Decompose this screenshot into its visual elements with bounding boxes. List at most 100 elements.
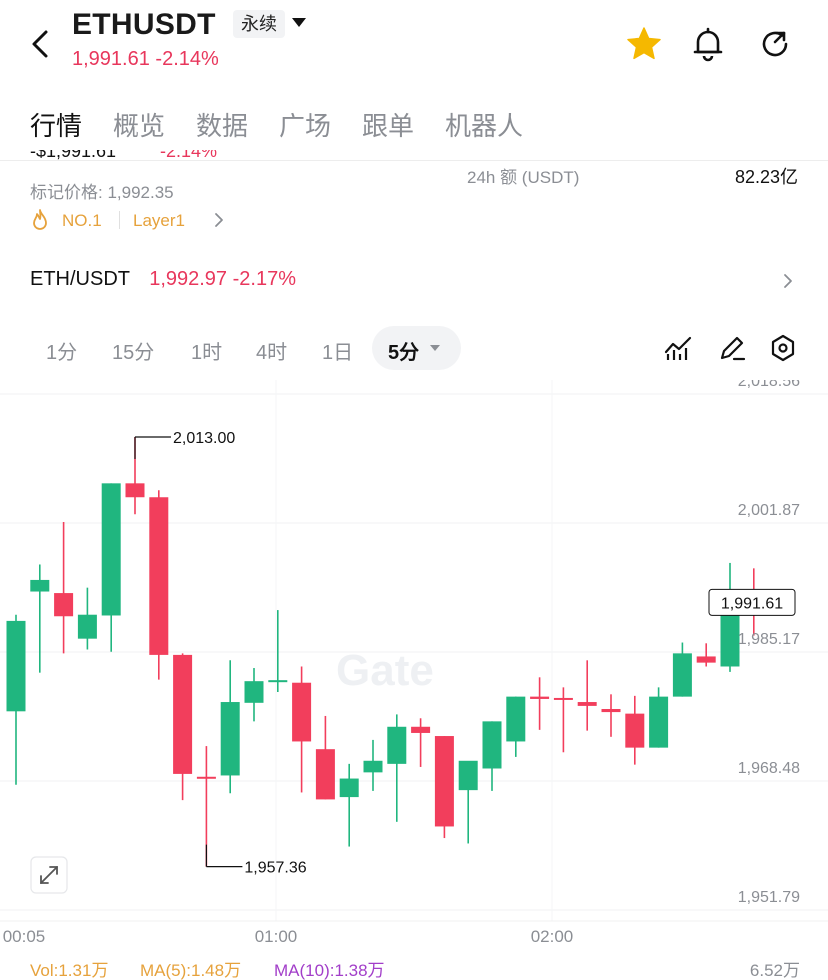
x-tick-label: 01:00 <box>255 927 298 946</box>
interval-15m[interactable]: 15分 <box>112 342 155 364</box>
candle <box>672 642 692 697</box>
candle-body <box>506 696 526 742</box>
y-tick-label: 1,985.17 <box>738 631 800 648</box>
tab-bots[interactable]: 机器人 <box>445 111 524 141</box>
low-annotation: 1,957.36 <box>205 844 307 877</box>
candle-body <box>625 713 645 748</box>
candle <box>411 718 431 767</box>
current-price-label: 1,991.61 <box>721 595 783 612</box>
candle-series <box>6 436 764 867</box>
candle <box>244 668 264 722</box>
tabs-divider <box>0 160 828 161</box>
y-tick-label: 1,951.79 <box>738 889 800 906</box>
draw-pen-icon[interactable] <box>716 332 748 364</box>
share-icon[interactable] <box>756 24 796 64</box>
volume-24h-value: 82.23亿 <box>734 167 798 187</box>
settings-hex-icon[interactable] <box>767 332 799 364</box>
scrolled-price-row: -$1,991.61 -2.14% <box>30 150 330 164</box>
candle-body <box>530 696 550 699</box>
candle <box>530 677 550 730</box>
tab-copy-trading[interactable]: 跟单 <box>362 111 415 141</box>
scrolled-last-price: -$1,991.61 <box>30 150 117 161</box>
candle <box>363 739 383 791</box>
fire-icon <box>33 209 47 230</box>
back-arrow-icon[interactable] <box>26 24 58 64</box>
candle <box>173 653 193 801</box>
spot-price-change: 1,992.97 -2.17% <box>149 268 296 290</box>
tab-square[interactable]: 广场 <box>279 111 332 141</box>
interval-1h[interactable]: 1时 <box>191 342 223 364</box>
y-tick-label: 1,968.48 <box>738 760 800 777</box>
interval-4h[interactable]: 4时 <box>256 342 288 364</box>
ma10-legend: MA(10):1.38万 <box>274 961 385 980</box>
tab-overview[interactable]: 概览 <box>113 111 166 141</box>
candle <box>101 483 121 652</box>
mark-price: 标记价格: 1,992.35 <box>30 183 174 202</box>
main-tabs: 行情 概览 数据 广场 跟单 机器人 <box>0 100 828 150</box>
tab-data[interactable]: 数据 <box>196 111 249 141</box>
chevron-right-icon[interactable] <box>780 270 796 292</box>
candle <box>77 587 97 650</box>
candle-body <box>696 656 716 663</box>
candle <box>720 562 740 672</box>
candle-body <box>268 680 288 683</box>
chart-watermark: Gate <box>336 646 434 695</box>
contract-type-badge[interactable]: 永续 <box>233 10 285 38</box>
candle-body <box>196 776 216 779</box>
candle-body <box>125 483 145 498</box>
volume-legend: Vol:1.31万 <box>30 961 108 980</box>
current-price-badge: 1,991.61 <box>708 588 796 616</box>
contract-symbol[interactable]: ETHUSDT <box>72 8 216 41</box>
candle <box>315 715 335 800</box>
y-tick-label: 2,001.87 <box>738 502 800 519</box>
expand-chart-button[interactable] <box>30 856 68 894</box>
expand-icon <box>40 866 58 884</box>
high-annotation: 2,013.00 <box>134 430 235 459</box>
caret-down-icon <box>430 345 440 351</box>
candle <box>649 687 669 748</box>
symbol-dropdown-caret-icon[interactable] <box>292 18 306 27</box>
candle-body <box>363 760 383 773</box>
candle-body <box>101 483 121 616</box>
star-icon[interactable] <box>624 24 664 64</box>
rank-tag: NO.1 <box>62 211 102 230</box>
candle-body <box>672 653 692 697</box>
interval-1d[interactable]: 1日 <box>322 342 354 364</box>
candle <box>696 643 716 667</box>
scrolled-change: -2.14% <box>160 150 218 161</box>
candle <box>220 660 240 794</box>
indicator-icon[interactable] <box>662 332 694 364</box>
candle-body <box>292 682 312 742</box>
candle-body <box>244 681 264 703</box>
candle <box>54 521 74 654</box>
candle-body <box>315 749 335 800</box>
spot-pair: ETH/USDT <box>30 268 130 290</box>
candlestick-chart[interactable]: Gate 2,018.56 2,001.87 1,985.17 1,968.48… <box>0 380 828 980</box>
candle <box>268 610 288 692</box>
interval-selector: 1分 15分 1时 4时 1日 5分 <box>0 326 828 370</box>
interval-selected[interactable]: 5分 <box>372 326 461 370</box>
interval-1m[interactable]: 1分 <box>46 342 78 364</box>
tag-separator <box>119 211 120 229</box>
candle-body <box>458 760 478 791</box>
candle <box>387 714 407 822</box>
header-price-change: 1,991.61 -2.14% <box>72 48 219 70</box>
spot-pair-row[interactable]: ETH/USDT 1,992.97 -2.17% <box>30 268 296 291</box>
low-price-label: 1,957.36 <box>244 860 306 877</box>
sector-tag: Layer1 <box>133 211 185 230</box>
tab-market[interactable]: 行情 <box>30 111 83 141</box>
candle <box>553 687 573 753</box>
volume-24h-label: 24h 额 (USDT) <box>467 168 580 187</box>
candle-body <box>387 726 407 764</box>
candle <box>149 490 169 680</box>
top-header: ETHUSDT 永续 1,991.61 -2.14% <box>0 0 828 90</box>
high-price-label: 2,013.00 <box>173 430 235 447</box>
candle <box>339 763 359 847</box>
bell-icon[interactable] <box>688 24 728 64</box>
candle-body <box>339 778 359 798</box>
interval-selected-label: 5分 <box>388 342 420 364</box>
candle-body <box>54 593 74 617</box>
candle <box>458 760 478 844</box>
candle <box>6 614 26 785</box>
candle-body <box>649 696 669 748</box>
